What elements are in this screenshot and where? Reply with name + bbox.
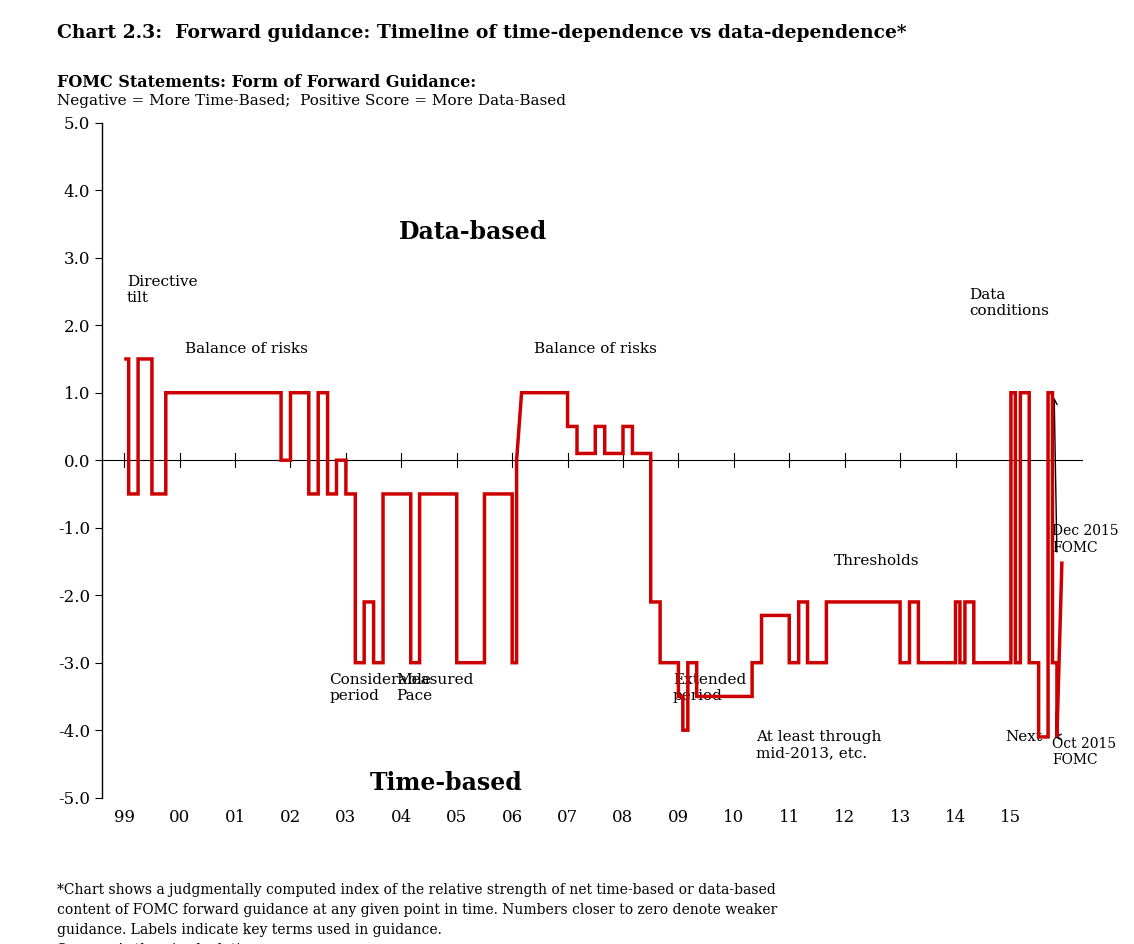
Text: Time-based: Time-based xyxy=(370,770,522,795)
Text: Data-based: Data-based xyxy=(399,220,548,244)
Text: Oct 2015
FOMC: Oct 2015 FOMC xyxy=(1052,737,1117,767)
Text: Directive
tilt: Directive tilt xyxy=(127,275,197,305)
Text: *Chart shows a judgmentally computed index of the relative strength of net time-: *Chart shows a judgmentally computed ind… xyxy=(57,883,777,944)
Text: At least through
mid-2013, etc.: At least through mid-2013, etc. xyxy=(756,731,881,760)
Text: Dec 2015
FOMC: Dec 2015 FOMC xyxy=(1052,525,1119,555)
Text: Considerable
period: Considerable period xyxy=(329,673,431,703)
Text: Thresholds: Thresholds xyxy=(833,554,919,568)
Text: Extended
period: Extended period xyxy=(672,673,746,703)
Text: Balance of risks: Balance of risks xyxy=(185,342,308,356)
Text: Chart 2.3:  Forward guidance: Timeline of time-dependence vs data-dependence*: Chart 2.3: Forward guidance: Timeline of… xyxy=(57,24,906,42)
Text: Balance of risks: Balance of risks xyxy=(534,342,658,356)
Text: Data
conditions: Data conditions xyxy=(970,288,1049,318)
Text: Measured
Pace: Measured Pace xyxy=(396,673,473,703)
Text: Next: Next xyxy=(1006,731,1042,744)
Text: Negative = More Time-Based;  Positive Score = More Data-Based: Negative = More Time-Based; Positive Sco… xyxy=(57,94,566,109)
Text: FOMC Statements: Form of Forward Guidance:: FOMC Statements: Form of Forward Guidanc… xyxy=(57,74,476,91)
